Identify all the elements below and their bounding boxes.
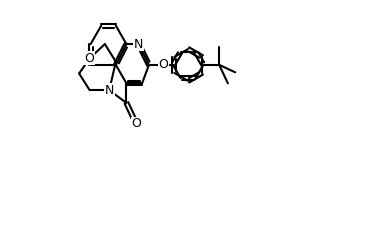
Text: N: N [104, 84, 114, 97]
Text: O: O [85, 52, 95, 65]
Text: O: O [158, 58, 168, 72]
Text: O: O [131, 117, 141, 130]
Text: N: N [134, 37, 143, 51]
